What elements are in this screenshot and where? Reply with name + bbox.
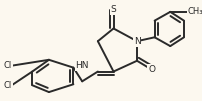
- Text: HN: HN: [76, 61, 89, 70]
- Text: CH₃: CH₃: [188, 7, 202, 16]
- Text: O: O: [148, 65, 155, 74]
- Text: S: S: [111, 5, 116, 14]
- Text: Cl: Cl: [3, 81, 12, 90]
- Text: Cl: Cl: [3, 61, 12, 70]
- Text: N: N: [134, 37, 140, 46]
